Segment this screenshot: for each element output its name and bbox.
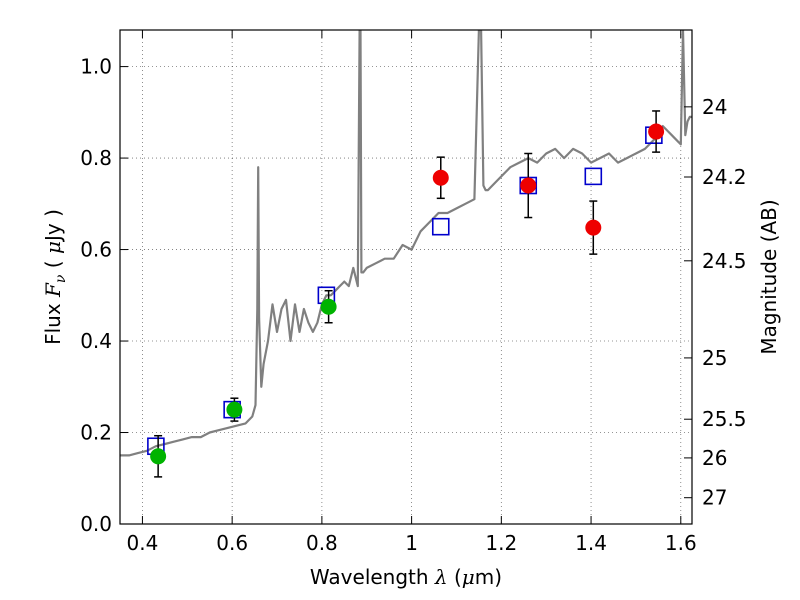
y2-tick-label: 24 (702, 95, 727, 119)
data-point-marker (585, 219, 602, 236)
spectrum-curve-group (120, 30, 692, 457)
y2-axis-title: Magnitude (AB) (757, 199, 781, 354)
data-markers (147, 110, 665, 478)
x-axis-ticks: 0.4 0.6 0.8 1 1.2 1.4 1.6 (127, 30, 697, 555)
x-tick-label: 1.6 (665, 531, 697, 555)
plot-frame (119, 29, 693, 525)
y-axis-ticks: 0.0 0.2 0.4 0.6 0.8 1.0 (80, 55, 128, 536)
y2-tick-label: 25.5 (702, 407, 747, 431)
grid-lines (120, 30, 692, 525)
x-tick-label: 1 (405, 531, 418, 555)
data-point-marker (150, 448, 167, 465)
y2-tick-label: 25 (702, 346, 727, 370)
spectrum-line (120, 30, 692, 457)
x-tick-label: 1.2 (485, 531, 517, 555)
y-tick-label: 0.8 (80, 146, 112, 170)
data-point-marker (520, 177, 537, 194)
data-point-marker (432, 169, 449, 186)
model-square-marker (431, 217, 450, 236)
y-tick-label: 0.4 (80, 329, 112, 353)
x-axis-title: Wavelength λ (μm) (310, 565, 502, 589)
x-tick-label: 0.6 (216, 531, 248, 555)
y-tick-label: 1.0 (80, 55, 112, 79)
x-tick-label: 0.4 (127, 531, 159, 555)
y-tick-label: 0.0 (80, 512, 112, 536)
y2-tick-label: 24.2 (702, 165, 747, 189)
y2-tick-label: 27 (702, 486, 727, 510)
y2-tick-label: 24.5 (702, 249, 747, 273)
x-tick-label: 1.4 (575, 531, 607, 555)
data-point-marker (226, 401, 243, 418)
model-square-marker (584, 167, 603, 186)
y-tick-label: 0.2 (80, 421, 112, 445)
data-point-marker (648, 123, 665, 140)
y-tick-label: 0.6 (80, 238, 112, 262)
y2-tick-label: 26 (702, 446, 727, 470)
y-axis-title: Flux Fν ( μJy ) (41, 209, 69, 345)
data-point-marker (320, 298, 337, 315)
x-tick-label: 0.8 (306, 531, 338, 555)
y2-axis-ticks: 24 24.2 24.5 25 25.5 26 27 (684, 95, 747, 510)
